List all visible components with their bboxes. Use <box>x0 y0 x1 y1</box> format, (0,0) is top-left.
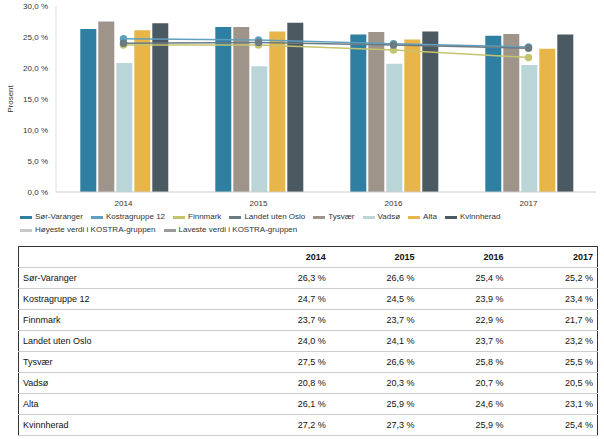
html-text:Kvinnherad: Kvinnherad <box>459 212 501 221</box>
html-text:25,9 %: 25,9 % <box>386 399 415 409</box>
svg-text:5,0 %: 5,0 % <box>28 157 48 166</box>
html-text:25,5 %: 25,5 % <box>565 357 593 367</box>
html-text:23,7 %: 23,7 % <box>297 315 326 325</box>
html-text:25,2 %: 25,2 % <box>565 273 593 283</box>
html-text:Laveste verdi i KOSTRA-gruppen: Laveste verdi i KOSTRA-gruppen <box>178 225 298 234</box>
html-text:20,7 %: 20,7 % <box>475 378 504 388</box>
html-text:Kostragruppe 12: Kostragruppe 12 <box>23 294 90 304</box>
html-text:25,4 %: 25,4 % <box>475 273 504 283</box>
html-text:Sør-Varanger: Sør-Varanger <box>35 212 83 221</box>
html-text:26,6 %: 26,6 % <box>386 273 415 283</box>
html-text:26,3 %: 26,3 % <box>297 273 326 283</box>
svg-text:2016: 2016 <box>385 199 403 208</box>
html-text:20,8 %: 20,8 % <box>297 378 326 388</box>
html-text:23,7 %: 23,7 % <box>475 336 504 346</box>
html-text:27,2 %: 27,2 % <box>297 420 326 430</box>
html-text:Kostragruppe 12: Kostragruppe 12 <box>105 212 165 221</box>
html-text:24,7 %: 24,7 % <box>297 294 326 304</box>
html-text:Landet uten Oslo: Landet uten Oslo <box>244 212 306 221</box>
html-text:26,6 %: 26,6 % <box>386 357 415 367</box>
svg-text:10,0 %: 10,0 % <box>23 126 48 135</box>
html-text:2015: 2015 <box>394 252 415 262</box>
html-text:27,5 %: 27,5 % <box>297 357 326 367</box>
html-text:Alta: Alta <box>423 212 437 221</box>
html-text:23,1 %: 23,1 % <box>565 399 593 409</box>
html-text:23,4 %: 23,4 % <box>565 294 593 304</box>
html-text:2016: 2016 <box>483 252 504 262</box>
html-text:26,1 %: 26,1 % <box>297 399 326 409</box>
html-text:25,4 %: 25,4 % <box>565 420 593 430</box>
html-text:23,2 %: 23,2 % <box>565 336 593 346</box>
svg-text:2014: 2014 <box>115 199 133 208</box>
svg-text:Prosent: Prosent <box>8 84 15 112</box>
html-text:Vadsø: Vadsø <box>377 212 401 221</box>
svg-text:2017: 2017 <box>520 199 538 208</box>
html-text:Finnmark: Finnmark <box>188 212 222 221</box>
html-text:25,9 %: 25,9 % <box>475 420 504 430</box>
svg-text:0,0 %: 0,0 % <box>28 188 48 197</box>
html-text:20,3 %: 20,3 % <box>386 378 415 388</box>
svg-text:20,0 %: 20,0 % <box>23 64 48 73</box>
html-text:Tysvær: Tysvær <box>328 212 355 221</box>
html-text:24,0 %: 24,0 % <box>297 336 326 346</box>
html-text:2014: 2014 <box>305 252 326 262</box>
html-text:24,5 %: 24,5 % <box>386 294 415 304</box>
svg-text:15,0 %: 15,0 % <box>23 95 48 104</box>
html-text:23,9 %: 23,9 % <box>475 294 504 304</box>
html-text:Landet uten Oslo: Landet uten Oslo <box>23 336 92 346</box>
html-text:Sør-Varanger: Sør-Varanger <box>23 273 77 283</box>
svg-text:2015: 2015 <box>250 199 268 208</box>
html-text:Tysvær: Tysvær <box>23 357 53 367</box>
html-text:22,9 %: 22,9 % <box>475 315 504 325</box>
html-text:24,6 %: 24,6 % <box>475 399 504 409</box>
html-text:2017: 2017 <box>573 252 593 262</box>
svg-text:30,0 %: 30,0 % <box>23 2 48 11</box>
html-text:25,8 %: 25,8 % <box>475 357 504 367</box>
svg-text:25,0 %: 25,0 % <box>23 33 48 42</box>
html-text:Finnmark: Finnmark <box>23 315 61 325</box>
html-text:Alta: Alta <box>23 399 39 409</box>
html-text:27,3 %: 27,3 % <box>386 420 415 430</box>
html-text:Vadsø: Vadsø <box>23 378 49 388</box>
html-text:Kvinnherad: Kvinnherad <box>23 420 69 430</box>
html-text:24,1 %: 24,1 % <box>386 336 415 346</box>
html-text:21,7 %: 21,7 % <box>565 315 593 325</box>
html-text:20,5 %: 20,5 % <box>565 378 593 388</box>
html-text:Høyeste verdi i KOSTRA-gruppen: Høyeste verdi i KOSTRA-gruppen <box>35 225 156 234</box>
html-text:23,7 %: 23,7 % <box>386 315 415 325</box>
